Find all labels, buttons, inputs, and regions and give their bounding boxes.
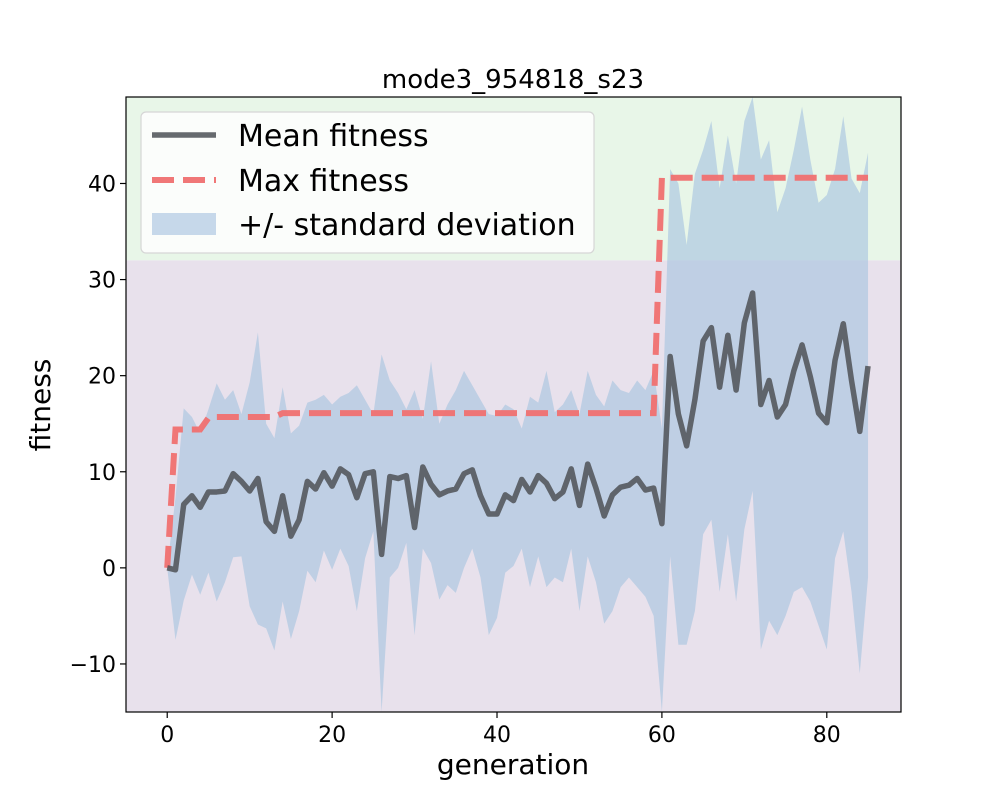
mean-fitness-line — [166, 290, 871, 573]
x-tick-label: 40 — [483, 723, 511, 748]
y-tick-label: −10 — [70, 653, 116, 678]
y-axis-label: fitness — [24, 359, 57, 452]
legend-band-label: +/- standard deviation — [238, 208, 576, 243]
std-deviation-band — [167, 97, 869, 712]
legend: Mean fitness Max fitness +/- standard de… — [140, 111, 595, 254]
x-axis-label: generation — [437, 748, 589, 781]
y-tick-label: 40 — [88, 172, 116, 197]
y-tick-label: 10 — [88, 461, 116, 486]
legend-band-swatch — [152, 213, 216, 235]
max-fitness-line — [164, 174, 869, 569]
plot-frame — [125, 96, 902, 713]
x-tick-label: 0 — [160, 723, 174, 748]
legend-box — [140, 111, 595, 254]
x-tick-label: 80 — [813, 723, 841, 748]
legend-mean-label: Mean fitness — [238, 119, 429, 154]
x-axis-ticks: 0 20 40 60 80 — [160, 712, 841, 748]
y-tick-label: 0 — [102, 557, 116, 582]
x-tick-label: 60 — [648, 723, 676, 748]
x-tick-label: 20 — [318, 723, 346, 748]
chart-title: mode3_954818_s23 — [382, 65, 644, 95]
y-tick-label: 20 — [88, 365, 116, 390]
y-tick-label: 30 — [88, 269, 116, 294]
legend-max-label: Max fitness — [238, 164, 409, 199]
y-axis-ticks: −10 0 10 20 30 40 — [70, 172, 126, 678]
